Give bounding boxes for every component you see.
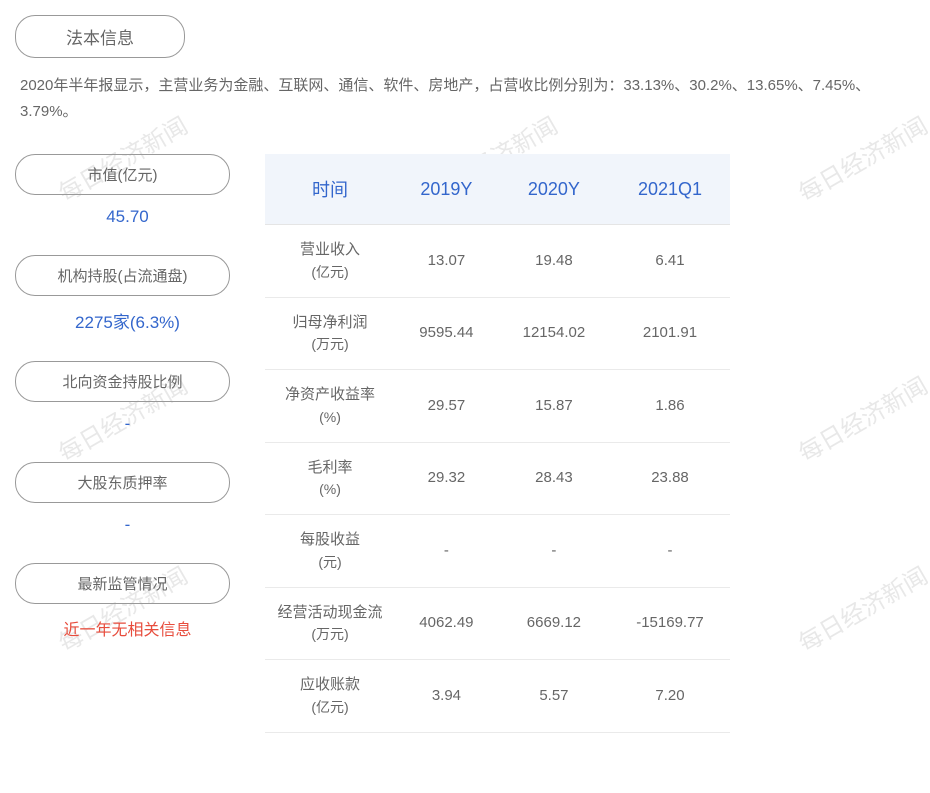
table-cell-value: 15.87 (498, 370, 610, 443)
row-metric-label: 净资产收益率(%) (265, 370, 395, 443)
row-metric-label: 营业收入(亿元) (265, 225, 395, 298)
stat-value: 近一年无相关信息 (15, 616, 240, 640)
table-cell-value: -15169.77 (610, 587, 730, 660)
financial-data-table: 时间2019Y2020Y2021Q1 营业收入(亿元)13.0719.486.4… (265, 154, 730, 733)
table-cell-value: 13.07 (395, 225, 498, 298)
table-row: 归母净利润(万元)9595.4412154.022101.91 (265, 297, 730, 370)
table-cell-value: 12154.02 (498, 297, 610, 370)
stat-value: 2275家(6.3%) (15, 308, 240, 333)
table-row: 毛利率(%)29.3228.4323.88 (265, 442, 730, 515)
table-cell-value: 4062.49 (395, 587, 498, 660)
row-metric-label: 应收账款(亿元) (265, 660, 395, 733)
stat-value: - (15, 515, 240, 535)
table-row: 每股收益(元)--- (265, 515, 730, 588)
table-cell-value: 23.88 (610, 442, 730, 515)
left-stats-column: 市值(亿元) 45.70 机构持股(占流通盘) 2275家(6.3%) 北向资金持股比例… (15, 154, 240, 733)
stat-value: 45.70 (15, 207, 240, 227)
table-column-header: 2021Q1 (610, 154, 730, 225)
table-column-header: 2019Y (395, 154, 498, 225)
table-cell-value: 9595.44 (395, 297, 498, 370)
row-metric-label: 毛利率(%) (265, 442, 395, 515)
table-cell-value: 6669.12 (498, 587, 610, 660)
table-cell-value: 2101.91 (610, 297, 730, 370)
table-column-header: 时间 (265, 154, 395, 225)
header-title-pill: 法本信息 (15, 15, 185, 58)
table-row: 净资产收益率(%)29.5715.871.86 (265, 370, 730, 443)
table-cell-value: - (610, 515, 730, 588)
row-metric-label: 归母净利润(万元) (265, 297, 395, 370)
table-row: 经营活动现金流(万元)4062.496669.12-15169.77 (265, 587, 730, 660)
table-cell-value: 29.32 (395, 442, 498, 515)
table-cell-value: 1.86 (610, 370, 730, 443)
table-cell-value: 29.57 (395, 370, 498, 443)
header-title-text: 法本信息 (66, 29, 134, 48)
table-row: 应收账款(亿元)3.945.577.20 (265, 660, 730, 733)
stat-value: - (15, 414, 240, 434)
stat-label-pill: 最新监管情况 (15, 563, 230, 604)
table-cell-value: 19.48 (498, 225, 610, 298)
table-column-header: 2020Y (498, 154, 610, 225)
table-cell-value: 3.94 (395, 660, 498, 733)
table-row: 营业收入(亿元)13.0719.486.41 (265, 225, 730, 298)
stat-label-pill: 机构持股(占流通盘) (15, 255, 230, 296)
table-cell-value: 28.43 (498, 442, 610, 515)
table-cell-value: 5.57 (498, 660, 610, 733)
table-cell-value: - (395, 515, 498, 588)
stat-label-pill: 市值(亿元) (15, 154, 230, 195)
row-metric-label: 经营活动现金流(万元) (265, 587, 395, 660)
stat-label-pill: 北向资金持股比例 (15, 361, 230, 402)
table-cell-value: 6.41 (610, 225, 730, 298)
company-description: 2020年半年报显示，主营业务为金融、互联网、通信、软件、房地产，占营收比例分别… (15, 73, 915, 124)
stat-label-pill: 大股东质押率 (15, 462, 230, 503)
table-cell-value: - (498, 515, 610, 588)
row-metric-label: 每股收益(元) (265, 515, 395, 588)
table-cell-value: 7.20 (610, 660, 730, 733)
